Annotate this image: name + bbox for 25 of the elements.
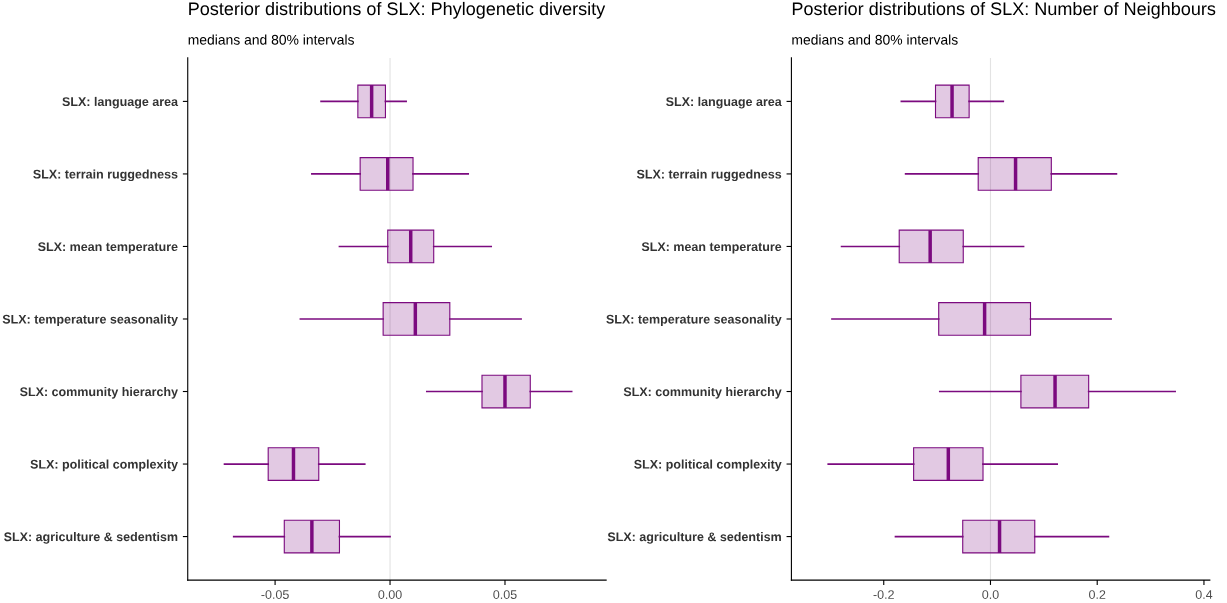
- y-tick-label: SLX: mean temperature: [38, 242, 178, 254]
- chart-subtitle: medians and 80% intervals: [792, 34, 958, 45]
- x-tick-label: -0.2: [873, 590, 894, 599]
- x-tick-label: 0.4: [1195, 590, 1213, 599]
- x-tick-label: 0.05: [493, 590, 517, 599]
- chart-title: Posterior distributions of SLX: Phylogenetic diversity: [189, 1, 606, 19]
- chart-subtitle: medians and 80% intervals: [188, 34, 354, 45]
- chart-title: Posterior distributions of SLX: Number of Neighbours: [792, 1, 1216, 19]
- y-tick-label: SLX: political complexity: [30, 459, 178, 472]
- x-tick-label: -0.05: [261, 590, 289, 599]
- y-tick-label: SLX: mean temperature: [641, 242, 782, 254]
- y-tick-label: SLX: language area: [62, 96, 179, 109]
- y-tick-label: SLX: agriculture & sedentism: [4, 532, 178, 544]
- x-tick-label: 0.00: [378, 590, 402, 599]
- y-tick-label: SLX: political complexity: [634, 459, 782, 472]
- y-tick-label: SLX: terrain ruggedness: [636, 169, 782, 182]
- y-tick-label: SLX: community hierarchy: [20, 386, 178, 399]
- y-tick-label: SLX: agriculture & sedentism: [607, 532, 781, 544]
- y-tick-label: SLX: terrain ruggedness: [33, 169, 178, 182]
- y-tick-label: SLX: temperature seasonality: [2, 314, 178, 327]
- y-tick-label: SLX: community hierarchy: [623, 386, 782, 399]
- x-tick-label: 0.2: [1089, 590, 1106, 599]
- x-tick-label: 0.0: [982, 590, 999, 599]
- y-tick-label: SLX: temperature seasonality: [606, 314, 782, 327]
- y-tick-label: SLX: language area: [666, 96, 782, 109]
